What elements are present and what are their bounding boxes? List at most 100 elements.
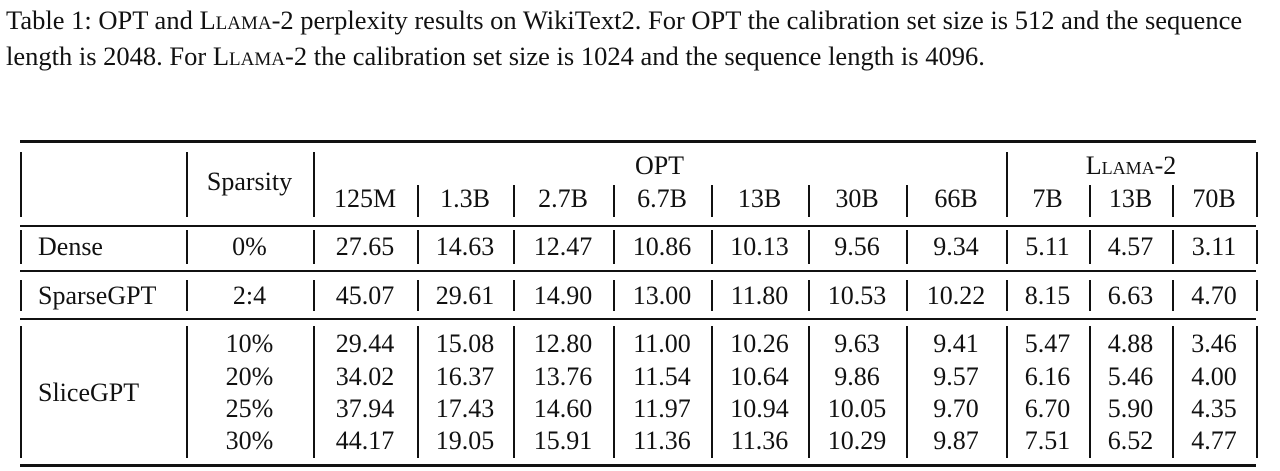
table-cell: 11.36 bbox=[730, 426, 789, 455]
model-header-llama-7b: 7B bbox=[1032, 184, 1063, 213]
table-cell: 13.00 bbox=[632, 281, 692, 310]
table-cell: 9.87 bbox=[933, 426, 979, 455]
value-separator-rule bbox=[1089, 326, 1091, 458]
model-separator-rule bbox=[613, 185, 615, 217]
caption-text-2: perplexity results on WikiText2. For OPT… bbox=[6, 5, 1243, 71]
value-separator-rule bbox=[1089, 230, 1091, 264]
column-rule bbox=[1256, 280, 1258, 311]
model-separator-rule bbox=[1172, 185, 1174, 217]
sparsity-cell: 0% bbox=[232, 232, 267, 261]
table-cell: 29.61 bbox=[435, 281, 495, 310]
column-rule bbox=[313, 280, 315, 311]
table-cell: 15.08 bbox=[435, 329, 495, 358]
table-cell: 4.77 bbox=[1191, 426, 1237, 455]
value-separator-rule bbox=[513, 326, 515, 458]
dense-rule bbox=[20, 270, 1256, 272]
group-header-opt: OPT bbox=[634, 151, 685, 180]
table-cell: 10.26 bbox=[730, 329, 789, 358]
value-separator-rule bbox=[711, 280, 713, 311]
table-cell: 11.97 bbox=[633, 394, 691, 423]
value-separator-rule bbox=[1172, 326, 1174, 458]
value-separator-rule bbox=[1172, 280, 1174, 311]
model-header-125m: 125M bbox=[333, 184, 397, 213]
value-separator-rule bbox=[711, 326, 713, 458]
table-cell: 5.47 bbox=[1024, 329, 1071, 358]
table-cell: 11.00 bbox=[633, 329, 691, 358]
model-header-llama-13b: 13B bbox=[1108, 184, 1153, 213]
table-cell: 6.52 bbox=[1107, 426, 1154, 455]
model-header-30b: 30B bbox=[835, 184, 879, 213]
column-rule bbox=[313, 230, 315, 264]
sparsegpt-rule bbox=[20, 318, 1256, 320]
sparsity-header: Sparsity bbox=[206, 167, 293, 196]
model-separator-rule bbox=[1089, 185, 1091, 217]
column-rule bbox=[313, 326, 315, 458]
table-cell: 9.41 bbox=[933, 329, 979, 358]
value-separator-rule bbox=[1172, 230, 1174, 264]
method-label-sparsegpt: SparseGPT bbox=[38, 281, 157, 310]
table-cell: 8.15 bbox=[1024, 281, 1071, 310]
table-cell: 9.57 bbox=[933, 362, 979, 391]
table-cell: 4.35 bbox=[1191, 394, 1237, 423]
column-rule bbox=[20, 152, 22, 217]
value-separator-rule bbox=[417, 230, 419, 264]
table-cell: 9.63 bbox=[834, 329, 880, 358]
table-cell: 6.70 bbox=[1024, 394, 1071, 423]
table-cell: 16.37 bbox=[435, 362, 495, 391]
value-separator-rule bbox=[613, 280, 615, 311]
model-header-2.7b: 2.7B bbox=[538, 184, 588, 213]
model-header-66b: 66B bbox=[934, 184, 978, 213]
top-rule bbox=[20, 140, 1256, 143]
column-rule bbox=[186, 230, 188, 264]
model-header-1.3b: 1.3B bbox=[440, 184, 490, 213]
sparsity-cell: 30% bbox=[225, 426, 274, 455]
table-cell: 10.13 bbox=[730, 232, 789, 261]
sparsity-cell: 2:4 bbox=[232, 281, 267, 310]
table-cell: 15.91 bbox=[533, 426, 593, 455]
table-cell: 12.80 bbox=[533, 329, 593, 358]
column-rule bbox=[186, 152, 188, 217]
caption-text-1: OPT and bbox=[98, 5, 193, 35]
table-cell: 4.00 bbox=[1191, 362, 1237, 391]
header-rule bbox=[20, 225, 1256, 227]
column-rule bbox=[1006, 280, 1008, 311]
value-separator-rule bbox=[613, 230, 615, 264]
column-rule bbox=[1256, 326, 1258, 458]
table-cell: 10.29 bbox=[827, 426, 887, 455]
table-cell: 4.57 bbox=[1107, 232, 1154, 261]
caption-llama-name: Llama-2 bbox=[199, 5, 294, 35]
method-label-slicegpt: SliceGPT bbox=[38, 377, 140, 407]
model-separator-rule bbox=[417, 185, 419, 217]
value-separator-rule bbox=[906, 230, 908, 264]
table-cell: 9.56 bbox=[834, 232, 880, 261]
table-cell: 27.65 bbox=[335, 232, 395, 261]
table-cell: 19.05 bbox=[435, 426, 495, 455]
sparsity-cell: 10% bbox=[225, 329, 274, 358]
table-cell: 37.94 bbox=[335, 394, 395, 423]
table-cell: 5.90 bbox=[1107, 394, 1154, 423]
value-separator-rule bbox=[808, 326, 810, 458]
sparsity-cell: 25% bbox=[225, 394, 274, 423]
column-rule bbox=[1256, 152, 1258, 217]
table-cell: 10.86 bbox=[632, 232, 692, 261]
model-separator-rule bbox=[513, 185, 515, 217]
column-rule bbox=[186, 280, 188, 311]
value-separator-rule bbox=[513, 280, 515, 311]
table-cell: 10.94 bbox=[730, 394, 789, 423]
table-cell: 3.11 bbox=[1191, 232, 1237, 261]
table-caption: Table 1: OPT and Llama-2 perplexity resu… bbox=[6, 2, 1276, 74]
table-cell: 45.07 bbox=[335, 281, 395, 310]
value-separator-rule bbox=[906, 326, 908, 458]
table-cell: 10.22 bbox=[926, 281, 986, 310]
table-cell: 11.36 bbox=[633, 426, 691, 455]
column-rule bbox=[1256, 230, 1258, 264]
model-header-llama-70b: 70B bbox=[1192, 184, 1236, 213]
table-cell: 34.02 bbox=[335, 362, 395, 391]
sparsity-cell: 20% bbox=[225, 362, 274, 391]
table-cell: 11.54 bbox=[633, 362, 691, 391]
table-cell: 4.88 bbox=[1107, 329, 1154, 358]
column-rule bbox=[1006, 230, 1008, 264]
value-separator-rule bbox=[417, 326, 419, 458]
table-cell: 12.47 bbox=[533, 232, 593, 261]
column-rule bbox=[20, 280, 22, 311]
